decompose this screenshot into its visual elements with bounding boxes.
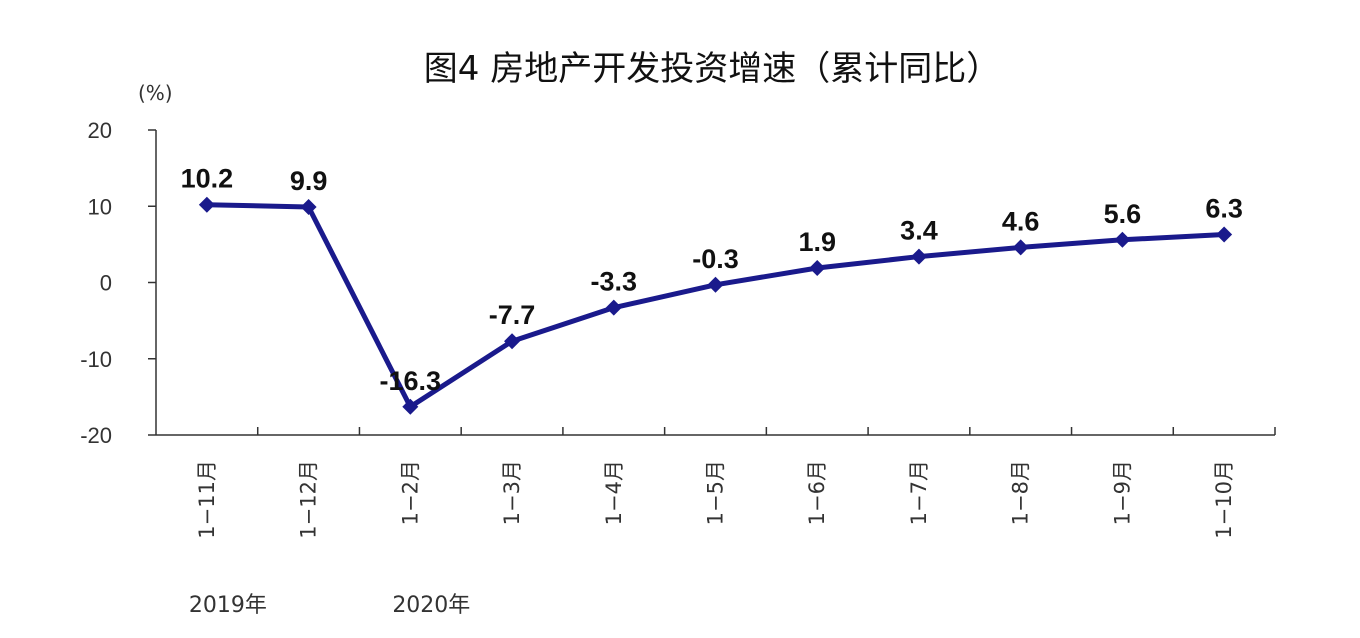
y-tick-label: -10 [80, 347, 112, 372]
data-label: 4.6 [1002, 206, 1040, 236]
data-label: 10.2 [181, 164, 234, 194]
x-tick-label: 1−6月 [805, 460, 829, 525]
x-tick-labels: 1−11月 1−12月 1−2月 1−3月 1−4月 1−5月 1−6月 1−7月 1−8月 1−… [195, 460, 1236, 539]
x-tick-label: 1−12月 [297, 460, 321, 539]
data-point-marker [504, 333, 521, 350]
x-tick-label: 1−9月 [1110, 460, 1134, 525]
data-label: 5.6 [1104, 199, 1142, 229]
data-point-marker [1216, 226, 1233, 243]
y-tick-label: -20 [80, 423, 112, 448]
axes [148, 129, 1276, 436]
y-unit-label: (%) [138, 81, 173, 105]
y-tick-label: 0 [100, 271, 112, 296]
data-point-marker [402, 398, 419, 415]
data-point-marker [605, 299, 622, 316]
data-point-marker [198, 196, 215, 213]
data-label: -7.7 [489, 300, 536, 330]
x-tick-label: 1−11月 [195, 460, 219, 539]
data-point-marker [300, 199, 317, 216]
x-tick-label: 1−7月 [907, 460, 931, 525]
year-label: 2020年 [392, 593, 470, 618]
chart-title: 图4 房地产开发投资增速（累计同比） [424, 49, 1000, 89]
data-point-marker [1012, 239, 1029, 256]
year-labels: 2019年 2020年 [189, 593, 470, 618]
x-tick-label: 1−10月 [1212, 460, 1236, 539]
year-label: 2019年 [189, 593, 267, 618]
data-label: -0.3 [692, 244, 739, 274]
data-label: 1.9 [798, 227, 836, 257]
data-point-marker [1114, 231, 1131, 248]
data-label: -3.3 [591, 267, 638, 297]
data-labels: 10.2 9.9 -16.3 -7.7 -3.3 -0.3 1.9 3.4 4.6 5.6 6.3 [181, 164, 1243, 396]
data-label: 9.9 [290, 166, 328, 196]
data-point-marker [707, 276, 724, 293]
data-label: 3.4 [900, 216, 938, 246]
series-line [206, 202, 1225, 410]
data-point-marker [809, 260, 826, 277]
data-label: 6.3 [1205, 193, 1243, 223]
series-group [198, 196, 1233, 415]
x-tick-label: 1−3月 [500, 460, 524, 525]
x-tick-label: 1−5月 [704, 460, 728, 525]
data-label: -16.3 [380, 366, 442, 396]
data-point-marker [910, 248, 927, 265]
y-tick-label: 20 [88, 118, 112, 143]
x-tick-label: 1−8月 [1009, 460, 1033, 525]
x-tick-label: 1−4月 [602, 460, 626, 525]
y-tick-label: 10 [88, 194, 112, 219]
y-tick-labels: 20 10 0 -10 -20 [80, 118, 112, 448]
x-tick-label: 1−2月 [398, 460, 422, 525]
